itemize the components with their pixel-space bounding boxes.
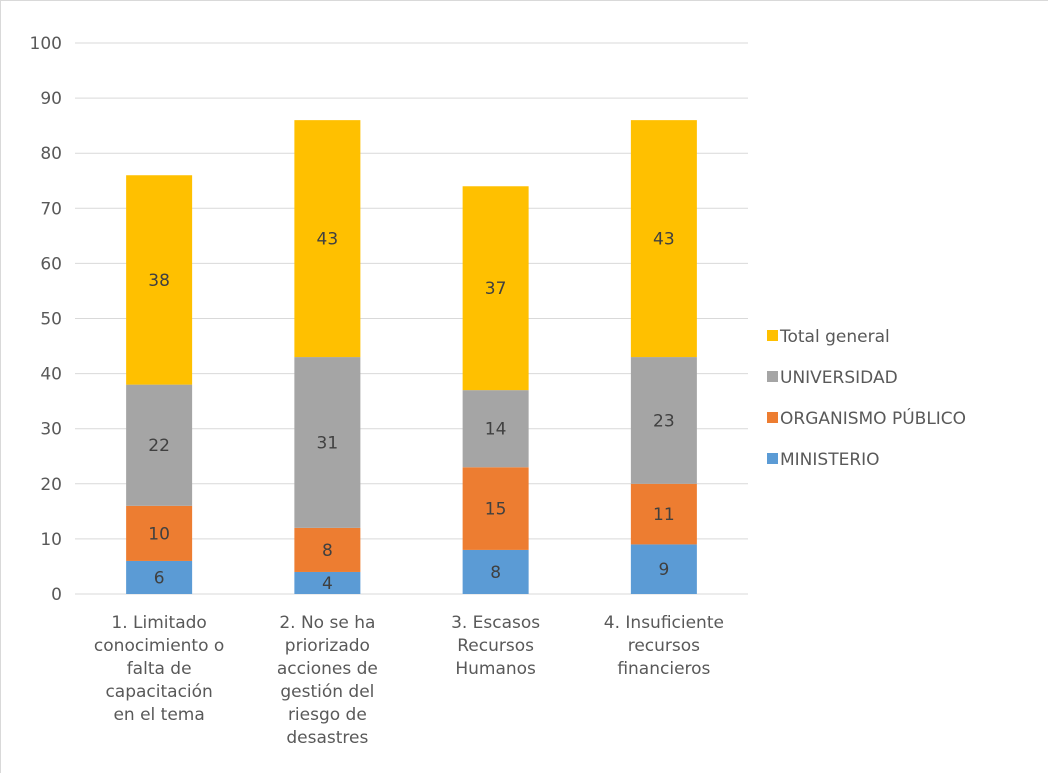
bar-segment-organismo-público <box>126 505 193 561</box>
bar-segment-ministerio <box>294 571 361 594</box>
data-label: 4 <box>322 574 333 594</box>
legend-item: ORGANISMO PÚBLICO <box>767 407 966 429</box>
category-label: 4. Insuficiente recursos financieros <box>604 613 724 679</box>
data-label: 31 <box>317 433 339 453</box>
category-label: 2. No se ha priorizado acciones de gestión … <box>277 613 378 748</box>
legend-swatch <box>767 371 778 382</box>
y-tick-label: 30 <box>40 420 62 440</box>
bar-segment-ministerio <box>126 560 193 594</box>
data-label: 6 <box>154 568 165 588</box>
legend: Total general UNIVERSIDAD ORGANISMO PÚBLIC… <box>767 327 966 470</box>
legend-item: Total general <box>767 327 890 347</box>
data-label: 14 <box>485 420 507 440</box>
bar-segment-universidad <box>126 384 193 506</box>
bar-segment-universidad <box>294 357 361 528</box>
bar-segment-ministerio <box>462 549 529 594</box>
bar-segment-organismo-público <box>462 467 529 550</box>
legend-swatch <box>767 412 778 423</box>
legend-label: ORGANISMO PÚBLICO <box>780 407 966 429</box>
bar-segment-ministerio <box>630 544 697 594</box>
data-label: 8 <box>490 563 501 583</box>
y-tick-label: 100 <box>30 34 62 54</box>
data-label: 43 <box>653 230 675 250</box>
bar-segment-total-general <box>462 186 529 391</box>
bar-segment-organismo-público <box>294 527 361 572</box>
category-label: 1. Limitado conocimiento o falta de capacit… <box>94 613 224 725</box>
bars <box>126 120 697 594</box>
legend-item: MINISTERIO <box>767 450 880 470</box>
data-label: 11 <box>653 505 675 525</box>
x-axis-categories: 1. Limitado conocimiento o falta de capacit… <box>94 613 724 748</box>
data-label: 15 <box>485 500 507 520</box>
data-label: 8 <box>322 541 333 561</box>
y-tick-label: 90 <box>40 89 62 109</box>
y-tick-label: 80 <box>40 144 62 164</box>
y-tick-label: 10 <box>40 530 62 550</box>
data-label: 37 <box>485 279 507 299</box>
legend-label: MINISTERIO <box>780 450 880 470</box>
bar-segment-universidad <box>462 390 529 468</box>
bar-segment-total-general <box>630 120 697 358</box>
legend-label: UNIVERSIDAD <box>780 368 898 388</box>
data-label: 9 <box>658 560 669 580</box>
bar-segment-total-general <box>294 120 361 358</box>
data-label: 23 <box>653 411 675 431</box>
legend-swatch <box>767 453 778 464</box>
y-axis-ticks: 0 10 20 30 40 50 60 70 80 90 100 <box>30 34 62 605</box>
data-label: 22 <box>148 436 170 456</box>
legend-label: Total general <box>779 327 890 347</box>
y-tick-label: 20 <box>40 475 62 495</box>
y-tick-label: 40 <box>40 365 62 385</box>
y-tick-label: 50 <box>40 310 62 330</box>
data-labels: 6 10 22 38 4 8 31 43 8 15 14 37 9 11 23 43 <box>148 230 674 594</box>
data-label: 43 <box>317 230 339 250</box>
bar-segment-total-general <box>126 175 193 385</box>
legend-swatch <box>767 330 778 341</box>
category-label: 3. Escasos Recursos Humanos <box>451 613 540 679</box>
y-tick-label: 70 <box>40 199 62 219</box>
data-label: 38 <box>148 271 170 291</box>
y-tick-label: 0 <box>51 585 62 605</box>
data-label: 10 <box>148 524 170 544</box>
bar-segment-universidad <box>630 357 697 484</box>
bar-segment-organismo-público <box>630 483 697 545</box>
legend-item: UNIVERSIDAD <box>767 368 898 388</box>
y-tick-label: 60 <box>40 254 62 274</box>
